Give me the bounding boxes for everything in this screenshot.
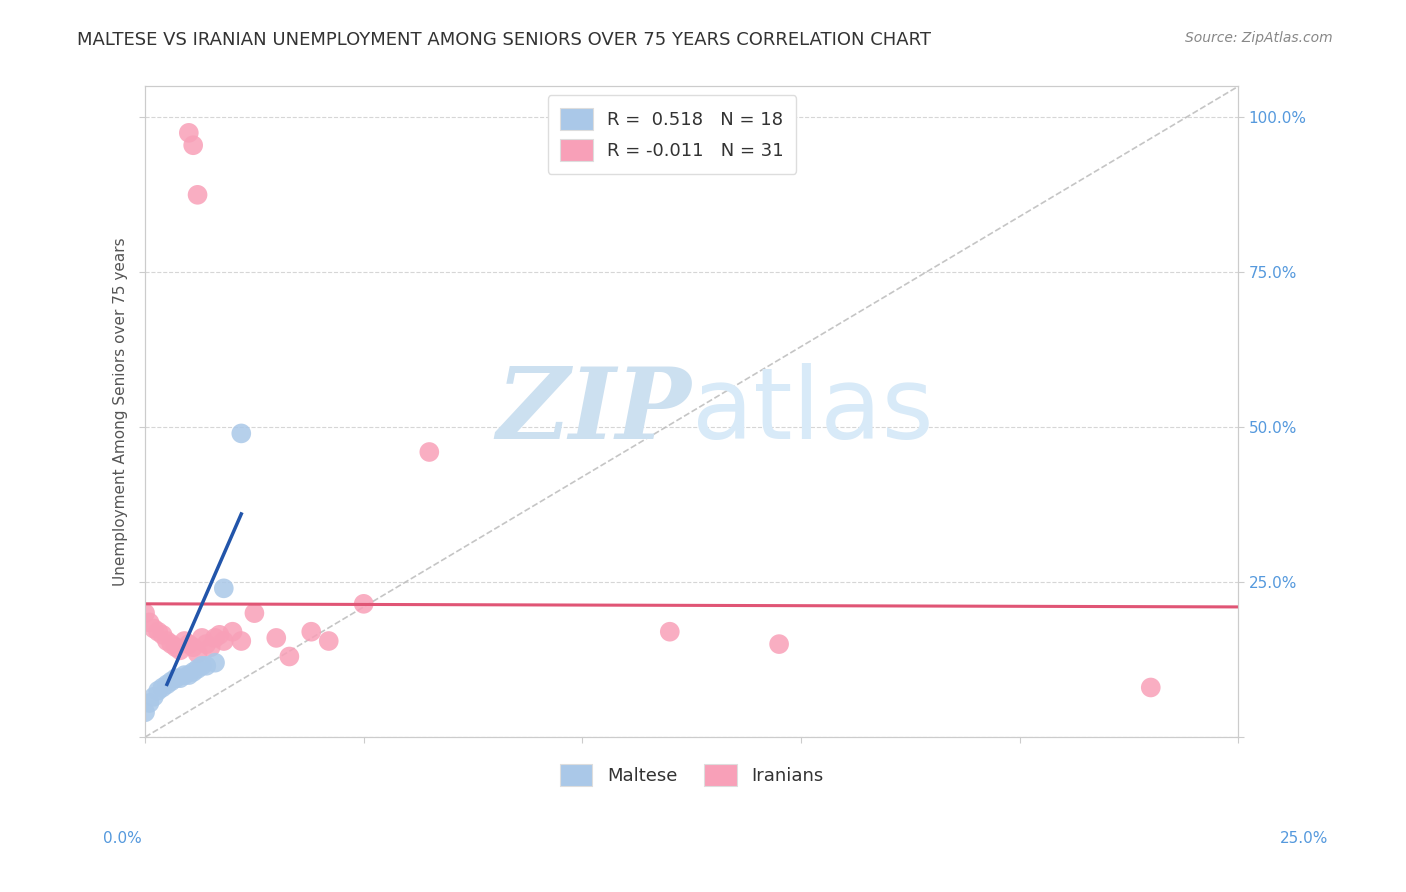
Point (318, 634, 340, 648)
Text: ZIP: ZIP (496, 363, 692, 460)
Point (134, 706, 156, 720)
Point (1139, 681, 1161, 695)
Point (169, 643, 191, 657)
Point (264, 631, 287, 645)
Point (204, 631, 226, 645)
Point (212, 634, 235, 648)
Point (165, 640, 187, 655)
Point (138, 696, 160, 710)
Point (204, 656, 226, 670)
Point (768, 637, 790, 651)
Point (243, 606, 266, 620)
Point (177, 126, 200, 140)
Point (231, 634, 253, 648)
Text: atlas: atlas (692, 363, 934, 460)
Point (138, 615, 160, 630)
Point (200, 640, 222, 655)
Point (160, 674, 183, 689)
Text: 0.0%: 0.0% (103, 831, 142, 847)
Point (187, 187, 209, 202)
Point (353, 597, 375, 611)
Point (191, 658, 214, 673)
Point (148, 683, 170, 698)
Text: MALTESE VS IRANIAN UNEMPLOYMENT AMONG SENIORS OVER 75 YEARS CORRELATION CHART: MALTESE VS IRANIAN UNEMPLOYMENT AMONG SE… (77, 31, 931, 49)
Point (212, 582, 235, 596)
Point (181, 640, 204, 655)
Point (142, 622, 165, 636)
Point (418, 445, 440, 459)
Point (156, 677, 179, 691)
Point (658, 624, 681, 639)
Point (278, 649, 301, 664)
Point (177, 637, 200, 651)
Point (195, 658, 218, 673)
Point (208, 628, 231, 642)
Point (221, 624, 243, 639)
Point (134, 606, 156, 620)
Point (195, 637, 218, 651)
Point (177, 668, 200, 682)
Point (152, 681, 174, 695)
Point (169, 671, 191, 685)
Point (173, 668, 195, 682)
Point (181, 665, 204, 679)
Point (152, 628, 174, 642)
Point (165, 671, 187, 685)
Y-axis label: Unemployment Among Seniors over 75 years: Unemployment Among Seniors over 75 years (114, 237, 128, 586)
Point (231, 426, 253, 441)
Point (181, 138, 204, 153)
Point (299, 624, 322, 639)
Text: Source: ZipAtlas.com: Source: ZipAtlas.com (1185, 31, 1333, 45)
Point (148, 624, 170, 639)
Point (187, 647, 209, 661)
Text: 25.0%: 25.0% (1281, 831, 1329, 847)
Point (142, 690, 165, 704)
Legend: Maltese, Iranians: Maltese, Iranians (553, 756, 831, 793)
Point (156, 634, 179, 648)
Point (173, 634, 195, 648)
Point (191, 631, 214, 645)
Point (187, 662, 209, 676)
Point (160, 637, 183, 651)
